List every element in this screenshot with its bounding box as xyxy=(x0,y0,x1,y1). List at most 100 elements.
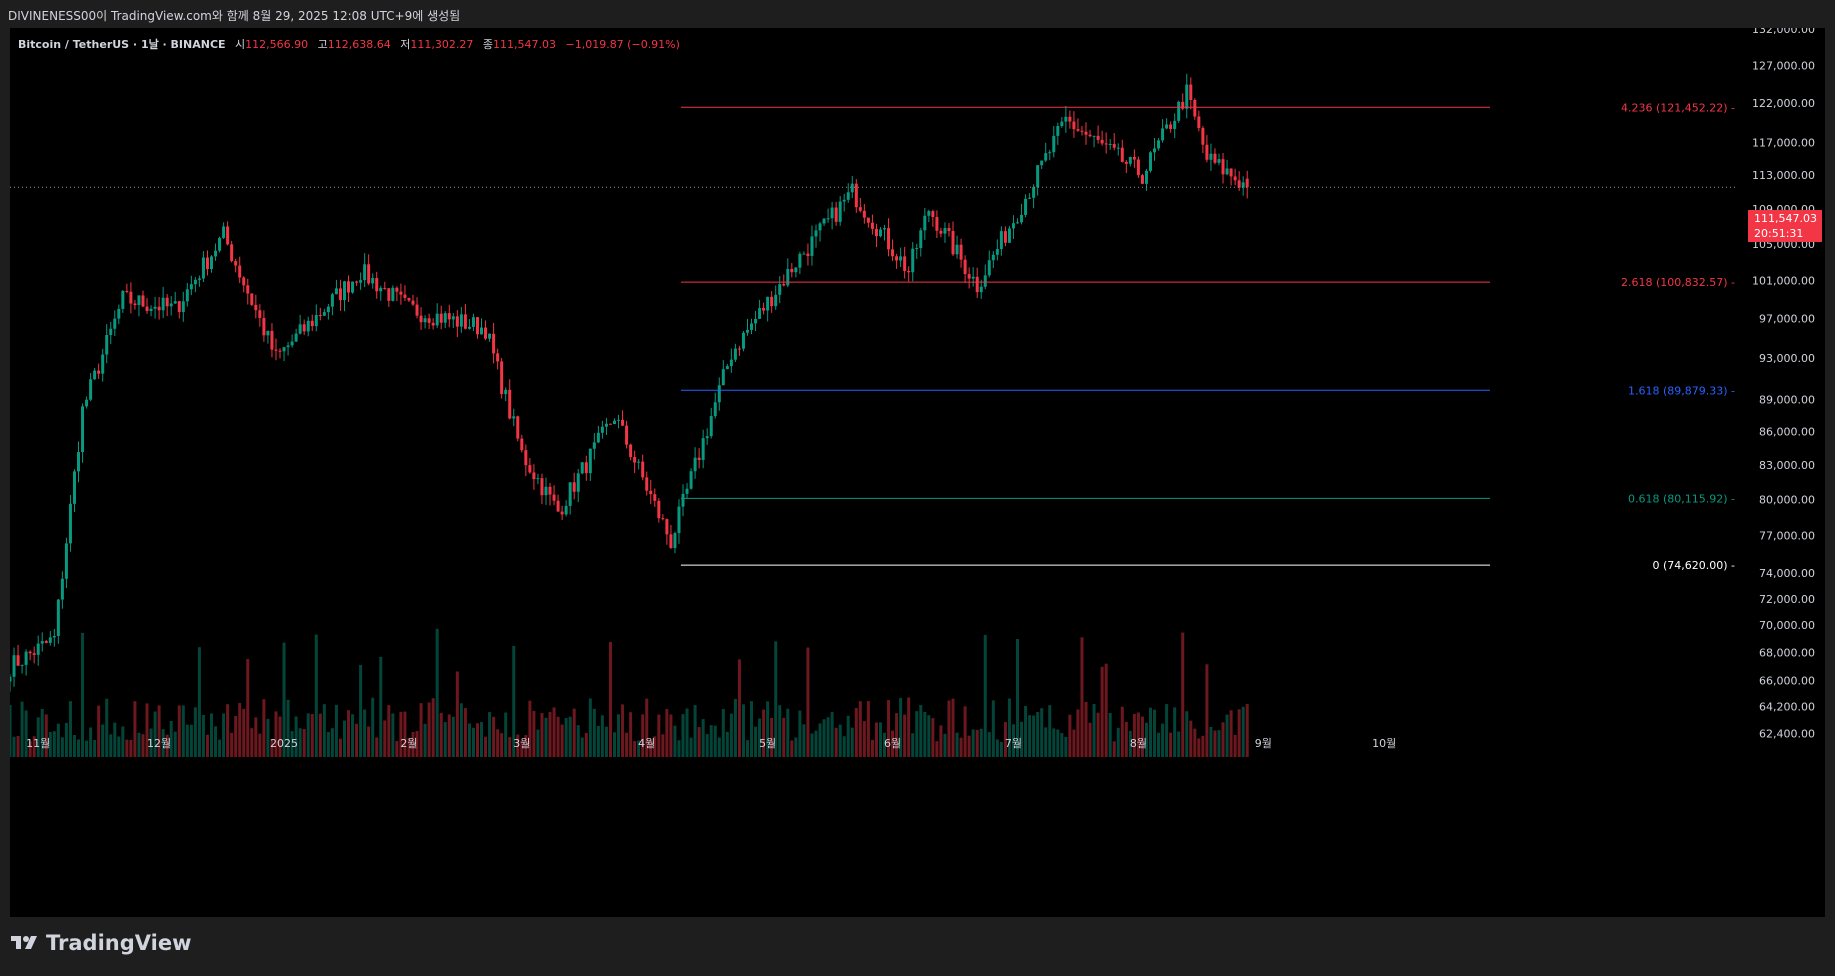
candle-body xyxy=(717,385,721,403)
candle-body xyxy=(701,438,705,460)
candle-body xyxy=(951,231,955,255)
volume-bar xyxy=(258,733,262,757)
high-label: 고 xyxy=(317,38,328,51)
volume-bar xyxy=(419,703,423,757)
chart-area[interactable]: 4.236 (121,452.22) - 2.618 (100,832.57) -… xyxy=(10,28,1825,917)
volume-bar xyxy=(1072,729,1076,757)
volume-bar xyxy=(508,737,512,757)
candle-body xyxy=(250,293,254,305)
candle-body xyxy=(467,326,471,329)
volume-bar xyxy=(564,718,568,757)
candle-body xyxy=(435,313,439,326)
volume-bar xyxy=(1177,731,1181,757)
candle-body xyxy=(496,353,500,362)
volume-bar xyxy=(878,722,882,757)
candle-body xyxy=(24,651,28,665)
candle-body xyxy=(1044,153,1048,161)
candle-body xyxy=(238,265,242,278)
candle-body xyxy=(1197,116,1201,129)
time-tick-label: 8월 xyxy=(1130,737,1147,750)
volume-bar xyxy=(983,634,987,757)
volume-bar xyxy=(1088,722,1092,757)
volume-bar xyxy=(532,710,536,757)
candle-body xyxy=(157,306,161,311)
candle-body xyxy=(633,457,637,463)
volume-bar xyxy=(613,732,616,757)
volume-bar xyxy=(959,737,963,757)
volume-bar xyxy=(883,732,887,757)
volume-bar xyxy=(1213,730,1217,757)
volume-bar xyxy=(1165,704,1169,757)
volume-bar xyxy=(737,659,741,757)
time-tick-label: 4월 xyxy=(638,737,655,750)
price-chart[interactable]: 4.236 (121,452.22) - 2.618 (100,832.57) -… xyxy=(10,28,1825,917)
volume-bar xyxy=(975,729,979,757)
candle-body xyxy=(919,230,923,248)
candle-body xyxy=(649,490,653,495)
volume-bar xyxy=(657,714,661,757)
candle-body xyxy=(310,320,314,327)
candle-body xyxy=(234,261,238,266)
volume-bar xyxy=(794,737,798,757)
candle-body xyxy=(1007,228,1011,243)
tradingview-logo[interactable]: TradingView xyxy=(11,931,191,955)
attribution-text: DIVINENESS00이 TradingView.com와 함께 8월 29,… xyxy=(8,9,461,23)
volume-bar xyxy=(931,718,935,757)
candle-body xyxy=(89,379,93,400)
candle-body xyxy=(1084,131,1088,135)
volume-bar xyxy=(951,698,955,757)
volume-bar xyxy=(161,729,165,757)
footer-bar: TradingView xyxy=(0,917,1835,976)
candle-body xyxy=(1080,130,1084,132)
candle-body xyxy=(1048,152,1052,154)
volume-bar xyxy=(1044,727,1048,757)
candle-body xyxy=(1064,116,1068,122)
candle-body xyxy=(818,223,822,231)
candle-body xyxy=(923,215,927,231)
symbol-name[interactable]: Bitcoin / TetherUS · 1날 · BINANCE xyxy=(18,38,226,51)
volume-bar xyxy=(129,740,133,757)
candle-body xyxy=(1036,165,1040,188)
volume-bar xyxy=(943,733,947,757)
fib-level-label: 4.236 (121,452.22) - xyxy=(1621,101,1735,114)
candle-body xyxy=(318,315,322,317)
volume-bar xyxy=(435,628,439,757)
volume-bar xyxy=(1245,703,1249,757)
candle-body xyxy=(286,345,290,348)
close-value: 111,547.03 xyxy=(493,38,556,51)
candle-body xyxy=(729,359,733,367)
volume-bar xyxy=(93,740,97,757)
price-tick-label: 70,000.00 xyxy=(1759,619,1815,632)
volume-bar xyxy=(842,736,846,757)
price-tick-label: 117,000.00 xyxy=(1752,136,1815,149)
volume-bar xyxy=(117,736,121,757)
volume-bar xyxy=(153,711,157,757)
candle-body xyxy=(395,287,399,292)
volume-bar xyxy=(770,717,774,757)
candle-body xyxy=(97,370,101,374)
candle-body xyxy=(850,183,854,193)
volume-bar xyxy=(475,723,479,757)
volume-bar xyxy=(637,740,641,757)
volume-bar xyxy=(705,734,709,757)
candle-body xyxy=(786,268,790,286)
volume-bar xyxy=(915,711,919,757)
volume-bar xyxy=(133,701,137,757)
change-value: −1,019.87 (−0.91%) xyxy=(565,38,680,51)
volume-bar xyxy=(44,714,48,757)
candle-body xyxy=(1173,120,1177,129)
candle-body xyxy=(653,494,657,501)
volume-bar xyxy=(754,726,758,757)
price-tick-label: 72,000.00 xyxy=(1759,593,1815,606)
volume-bar xyxy=(693,705,697,757)
candle-body xyxy=(177,301,181,312)
candle-body xyxy=(846,192,850,200)
candle-body xyxy=(93,370,97,380)
candle-body xyxy=(367,264,371,284)
volume-bar xyxy=(866,701,870,757)
fib-level-label: 0.618 (80,115.92) - xyxy=(1628,492,1735,505)
volume-bar xyxy=(32,736,36,757)
candle-body xyxy=(193,279,197,285)
volume-bar xyxy=(222,713,226,757)
candle-body xyxy=(411,300,415,305)
